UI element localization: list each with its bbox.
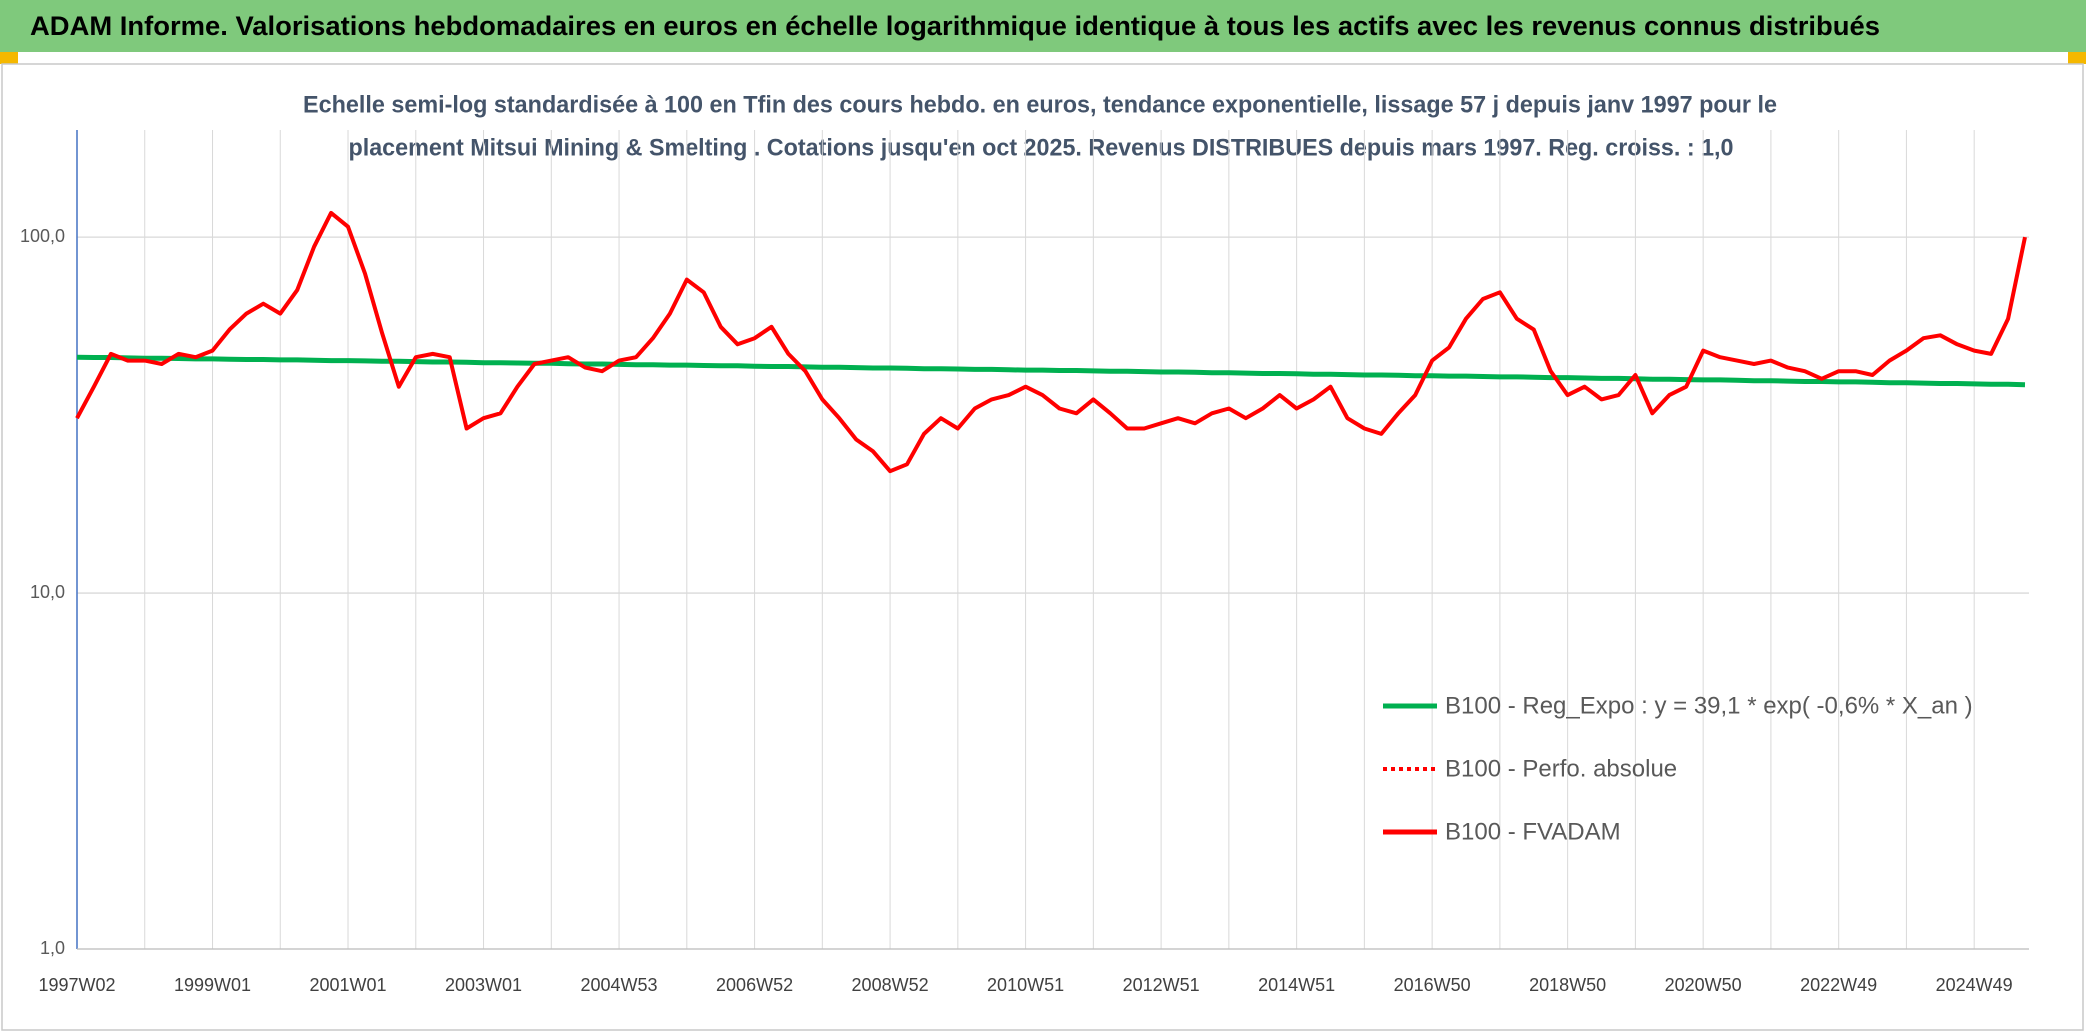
x-tick-label: 2001W01	[309, 975, 386, 995]
x-tick-label: 2024W49	[1936, 975, 2013, 995]
legend-label: B100 - Perfo. absolue	[1445, 755, 1677, 782]
x-tick-label: 2004W53	[581, 975, 658, 995]
corner-mark	[0, 52, 18, 64]
x-tick-label: 2003W01	[445, 975, 522, 995]
x-tick-label: 2018W50	[1529, 975, 1606, 995]
x-tick-label: 2008W52	[852, 975, 929, 995]
header-bar	[0, 0, 2086, 52]
series-line	[75, 210, 2027, 474]
y-tick-label: 100,0	[20, 226, 65, 246]
header-title: ADAM Informe. Valorisations hebdomadaire…	[30, 11, 1880, 41]
x-tick-label: 1999W01	[174, 975, 251, 995]
x-tick-label: 2022W49	[1800, 975, 1877, 995]
legend-label: B100 - Reg_Expo : y = 39,1 * exp( -0,6% …	[1445, 692, 1973, 719]
x-tick-label: 2012W51	[1123, 975, 1200, 995]
corner-mark	[2068, 52, 2086, 64]
chart-subtitle: placement Mitsui Mining & Smelting . Cot…	[349, 134, 1734, 161]
x-tick-label: 2006W52	[716, 975, 793, 995]
series-line	[76, 354, 2026, 388]
x-tick-label: 2010W51	[987, 975, 1064, 995]
y-tick-label: 1,0	[40, 938, 65, 958]
x-tick-label: 2016W50	[1394, 975, 1471, 995]
x-tick-label: 2014W51	[1258, 975, 1335, 995]
x-tick-label: 2020W50	[1665, 975, 1742, 995]
chart-subtitle: Echelle semi-log standardisée à 100 en T…	[303, 91, 1777, 118]
legend-label: B100 - FVADAM	[1445, 818, 1621, 845]
x-tick-label: 1997W02	[38, 975, 115, 995]
chart-frame	[1, 63, 2084, 1031]
y-tick-label: 10,0	[30, 582, 65, 602]
